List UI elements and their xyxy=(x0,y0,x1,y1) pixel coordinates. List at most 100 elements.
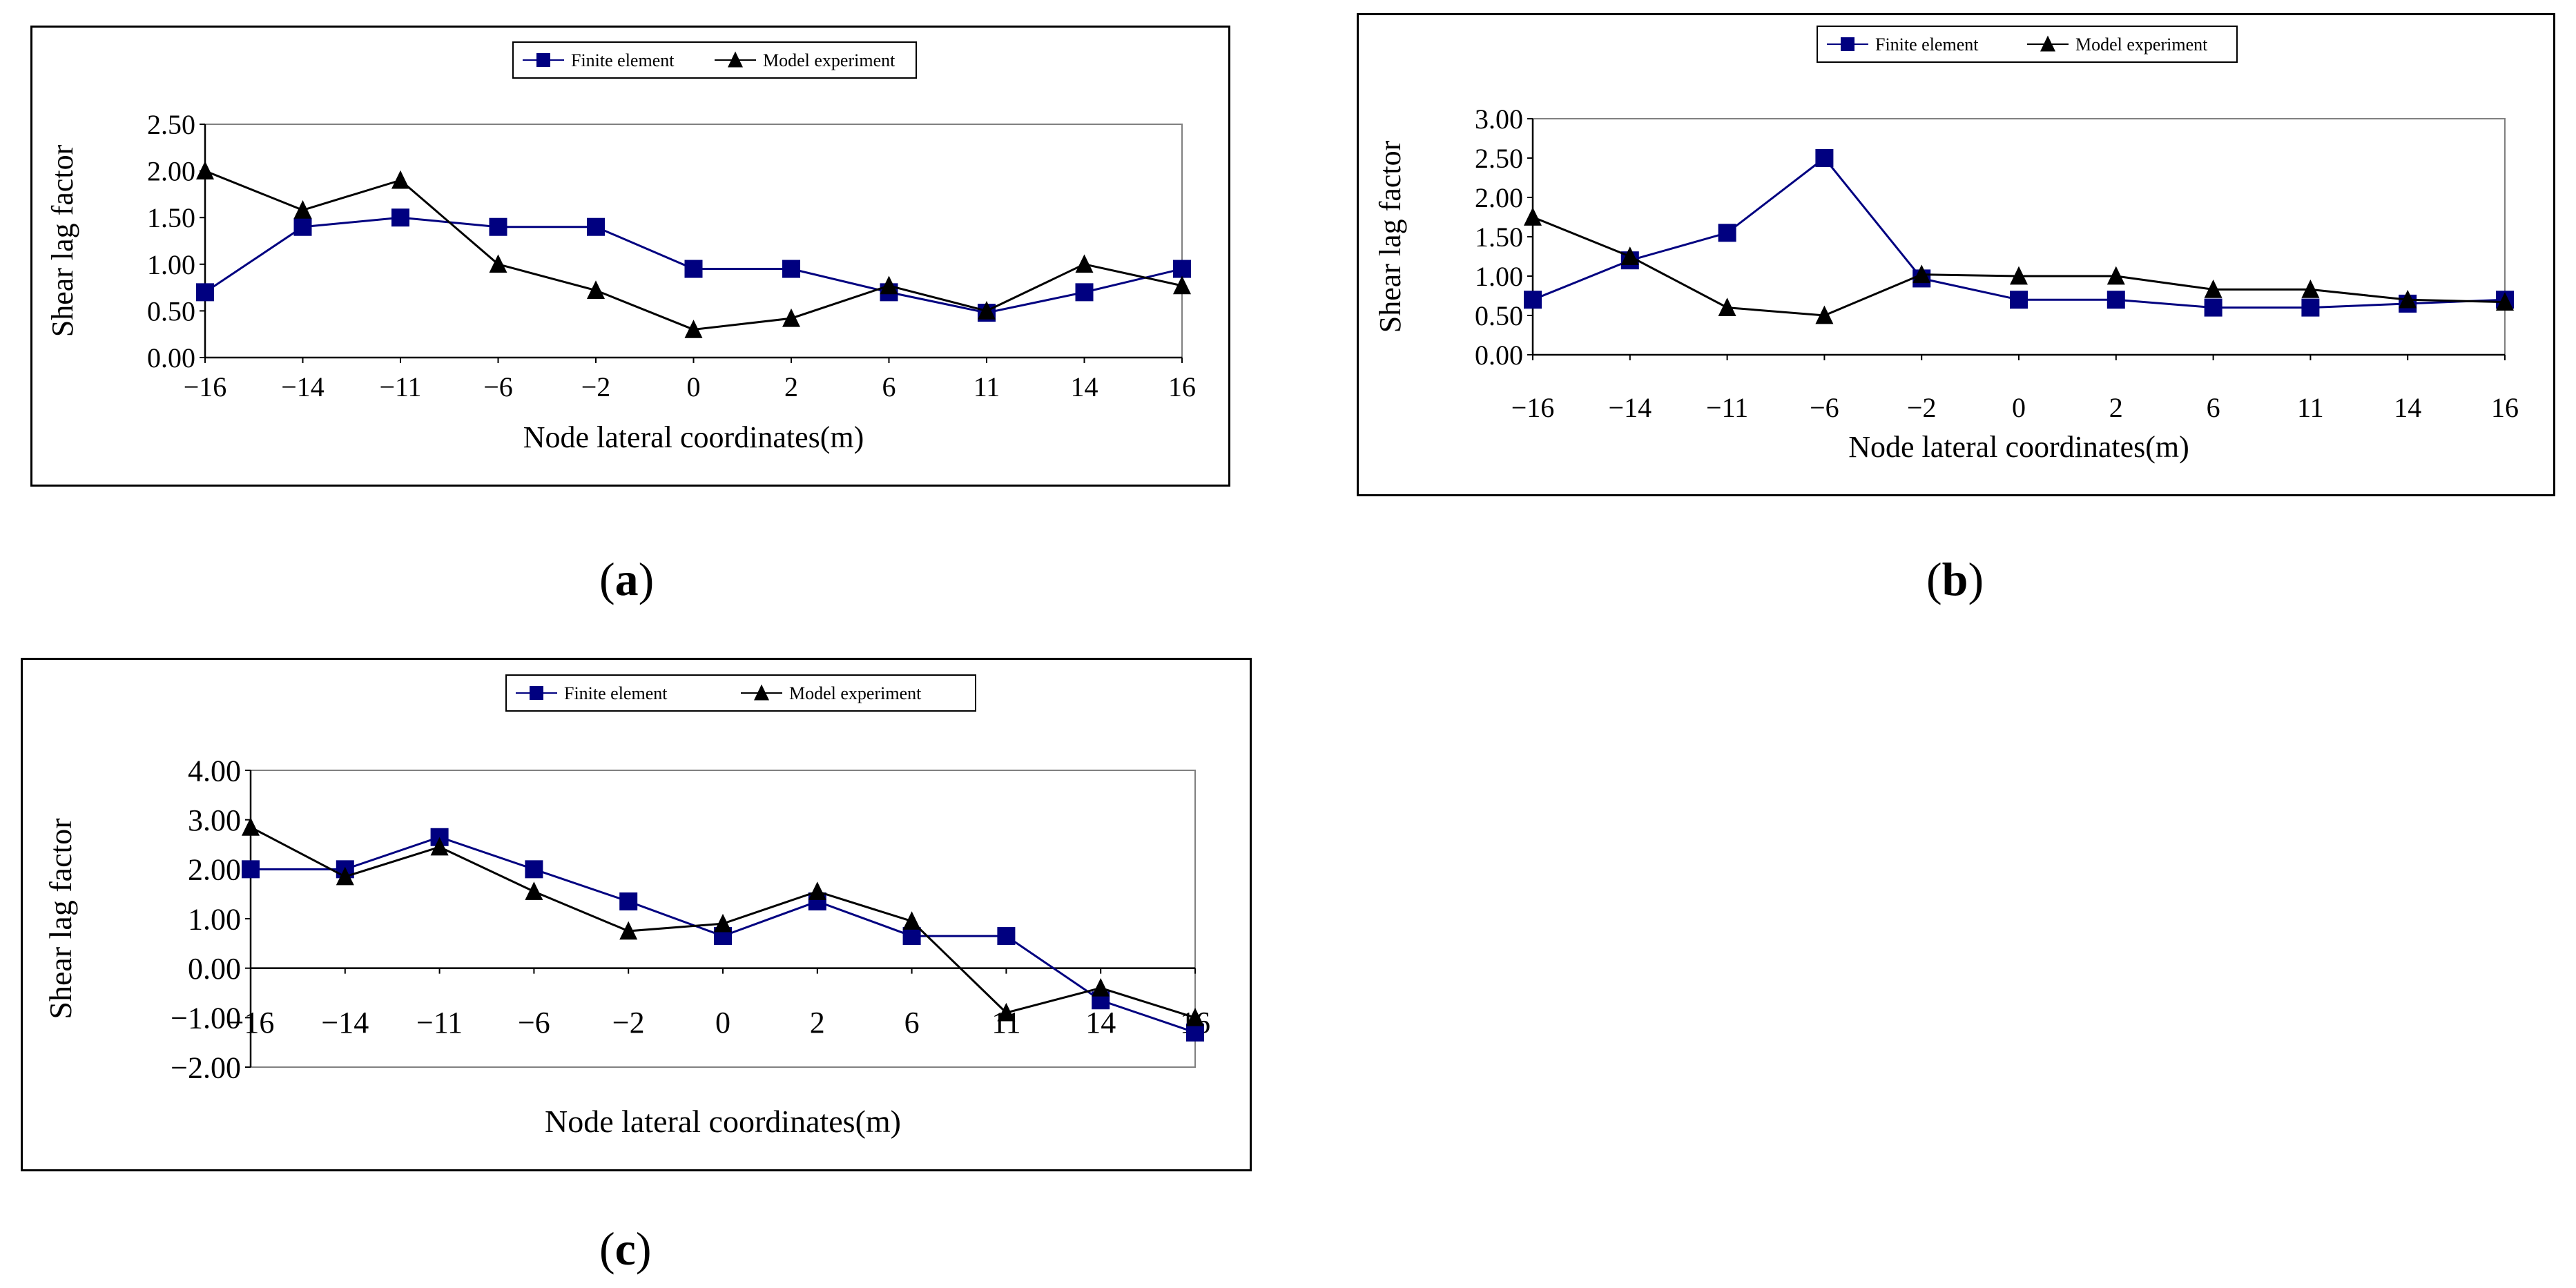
x-tick-label: −16 xyxy=(1511,392,1555,423)
x-tick-label: −6 xyxy=(483,371,513,402)
point-model xyxy=(1620,246,1639,265)
point-model xyxy=(1524,207,1542,226)
y-tick-label: 2.00 xyxy=(147,156,195,187)
x-tick-label: 16 xyxy=(2491,392,2519,423)
x-tick-label: 0 xyxy=(715,1006,730,1040)
x-tick-label: −2 xyxy=(612,1006,645,1040)
legend-label-model: Model experiment xyxy=(789,683,922,703)
point-finite xyxy=(1815,149,1834,167)
point-finite xyxy=(489,217,507,236)
chart-panel-a: Finite element Model experiment 0.00 0.50 1.… xyxy=(30,26,1230,487)
point-model xyxy=(808,881,826,900)
point-finite xyxy=(2107,291,2125,309)
point-model xyxy=(1173,275,1191,295)
point-model xyxy=(684,320,703,338)
legend-marker-model xyxy=(728,51,743,68)
legend-label-model: Model experiment xyxy=(2075,35,2208,55)
legend-label-finite: Finite element xyxy=(564,683,668,703)
point-finite xyxy=(902,927,921,946)
point-model xyxy=(2496,292,2514,311)
y-tick-label: 1.00 xyxy=(1475,261,1523,292)
x-tick-label: 0 xyxy=(2012,392,2026,423)
y-tick-label: 0.50 xyxy=(147,295,195,326)
x-tick-label: −2 xyxy=(581,371,611,402)
series-line-model xyxy=(204,170,1183,331)
x-tick-label: −6 xyxy=(1810,392,1839,423)
y-tick-label: −2.00 xyxy=(171,1051,241,1084)
x-tick-label: 6 xyxy=(2207,392,2220,423)
x-axis-title: Node lateral coordinates(m) xyxy=(523,420,864,454)
y-tick-label: 2.50 xyxy=(147,109,195,140)
legend-marker-finite xyxy=(1841,37,1854,51)
point-model xyxy=(978,301,996,320)
point-finite xyxy=(242,860,260,879)
x-tick-label: −16 xyxy=(227,1006,275,1040)
y-tick-label: 1.50 xyxy=(147,202,195,233)
x-tick-label: 2 xyxy=(810,1006,825,1040)
point-model xyxy=(2107,266,2125,285)
point-finite xyxy=(997,927,1016,946)
y-axis-title: Shear lag factor xyxy=(1373,140,1407,333)
y-tick-label: −1.00 xyxy=(171,1002,241,1035)
y-tick-label: 2.00 xyxy=(1475,182,1523,213)
point-finite xyxy=(1524,291,1542,309)
point-model xyxy=(1075,254,1094,273)
x-axis-title: Node lateral coordinates(m) xyxy=(1848,430,2189,464)
legend-marker-model xyxy=(754,684,769,701)
x-tick-label: 14 xyxy=(1085,1006,1116,1040)
point-model xyxy=(1912,264,1931,284)
y-tick-label: 3.00 xyxy=(1475,104,1523,135)
point-finite xyxy=(2301,298,2320,317)
x-tick-label: 11 xyxy=(974,371,1000,402)
point-model xyxy=(619,921,638,940)
point-finite xyxy=(525,860,543,879)
x-tick-label: 14 xyxy=(1071,371,1098,402)
point-model xyxy=(2399,289,2417,309)
point-finite xyxy=(293,217,312,236)
x-tick-label: −11 xyxy=(1706,392,1748,423)
point-model xyxy=(1815,305,1834,324)
point-finite xyxy=(1075,283,1094,302)
y-tick-label: 2.50 xyxy=(1475,143,1523,174)
y-tick-label: 1.00 xyxy=(188,902,241,936)
x-tick-label: 0 xyxy=(687,371,701,402)
point-model xyxy=(489,254,507,273)
x-tick-label: 16 xyxy=(1168,371,1196,402)
point-model xyxy=(1186,1007,1204,1026)
chart-c: Finite element Model experiment −2.00 −1.00… xyxy=(43,674,1210,1139)
point-finite xyxy=(2204,298,2222,317)
y-tick-label: 4.00 xyxy=(188,754,241,788)
point-finite xyxy=(1186,1023,1204,1042)
y-axis-title: Shear lag factor xyxy=(43,818,78,1019)
x-tick-label: −2 xyxy=(1907,392,1937,423)
point-model xyxy=(880,275,898,295)
point-model xyxy=(1092,977,1110,997)
legend-label-model: Model experiment xyxy=(763,50,895,70)
point-finite xyxy=(1173,260,1191,278)
y-tick-label: 0.50 xyxy=(1475,300,1523,331)
point-finite xyxy=(1718,224,1736,242)
point-finite xyxy=(2010,291,2028,309)
chart-panel-b: Finite element Model experiment 0.00 0.50 1.… xyxy=(1357,13,2555,496)
caption-a: (a) xyxy=(599,553,655,605)
y-tick-label: 0.00 xyxy=(188,952,241,986)
y-tick-label: 3.00 xyxy=(188,803,241,837)
x-axis-title: Node lateral coordinates(m) xyxy=(545,1104,901,1139)
y-tick-label: 0.00 xyxy=(1475,340,1523,371)
x-tick-label: −16 xyxy=(184,371,227,402)
point-model xyxy=(782,308,800,327)
point-model xyxy=(336,866,354,886)
series-line-finite xyxy=(1532,156,2506,309)
point-model xyxy=(242,817,260,836)
point-model xyxy=(293,200,312,219)
point-model xyxy=(196,161,214,179)
point-model xyxy=(430,837,449,856)
x-tick-label: −14 xyxy=(1609,392,1652,423)
y-tick-label: 2.00 xyxy=(188,853,241,887)
x-tick-label: 6 xyxy=(904,1006,920,1040)
x-tick-label: −14 xyxy=(321,1006,369,1040)
legend-marker-finite xyxy=(536,53,550,67)
legend-marker-finite xyxy=(530,686,543,700)
point-finite xyxy=(587,217,605,236)
point-model xyxy=(2010,266,2028,285)
